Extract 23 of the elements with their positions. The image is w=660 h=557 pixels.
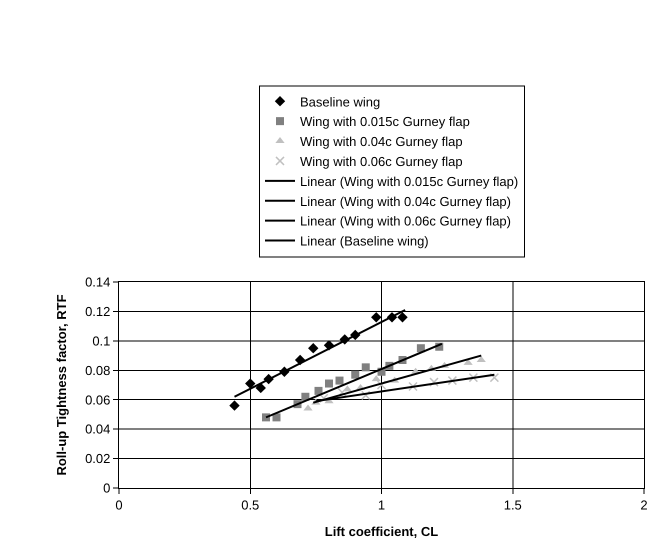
x-tick-label: 1 xyxy=(378,498,386,513)
legend-label: Baseline wing xyxy=(300,94,380,110)
y-tick-label: 0.04 xyxy=(85,422,110,437)
y-tick-label: 0.14 xyxy=(85,274,110,290)
legend-label: Wing with 0.015c Gurney flap xyxy=(300,114,470,130)
y-tick-label: 0 xyxy=(103,480,110,496)
x-tick-label: 0.5 xyxy=(241,498,260,513)
y-axis-title: Roll-up Tightness factor, RTF xyxy=(54,294,70,476)
legend-label: Linear (Baseline wing) xyxy=(300,234,429,249)
y-tick-label: 0.1 xyxy=(92,333,110,348)
y-tick-label: 0.08 xyxy=(85,362,110,378)
x-tick-label: 1.5 xyxy=(504,498,522,513)
x-tick-label: 0 xyxy=(115,498,123,513)
x-axis-title: Lift coefficient, CL xyxy=(324,524,438,540)
y-tick-label: 0.06 xyxy=(85,392,110,408)
x-tick-label: 2 xyxy=(640,498,648,513)
legend-label: Linear (Wing with 0.06c Gurney flap) xyxy=(300,214,511,229)
legend-label: Linear (Wing with 0.04c Gurney flap) xyxy=(300,194,511,209)
y-tick-label: 0.12 xyxy=(85,304,110,319)
y-tick-label: 0.02 xyxy=(85,451,110,466)
legend-label: Linear (Wing with 0.015c Gurney flap) xyxy=(300,174,518,189)
legend-label: Wing with 0.04c Gurney flap xyxy=(300,134,463,150)
legend-label: Wing with 0.06c Gurney flap xyxy=(300,154,463,169)
